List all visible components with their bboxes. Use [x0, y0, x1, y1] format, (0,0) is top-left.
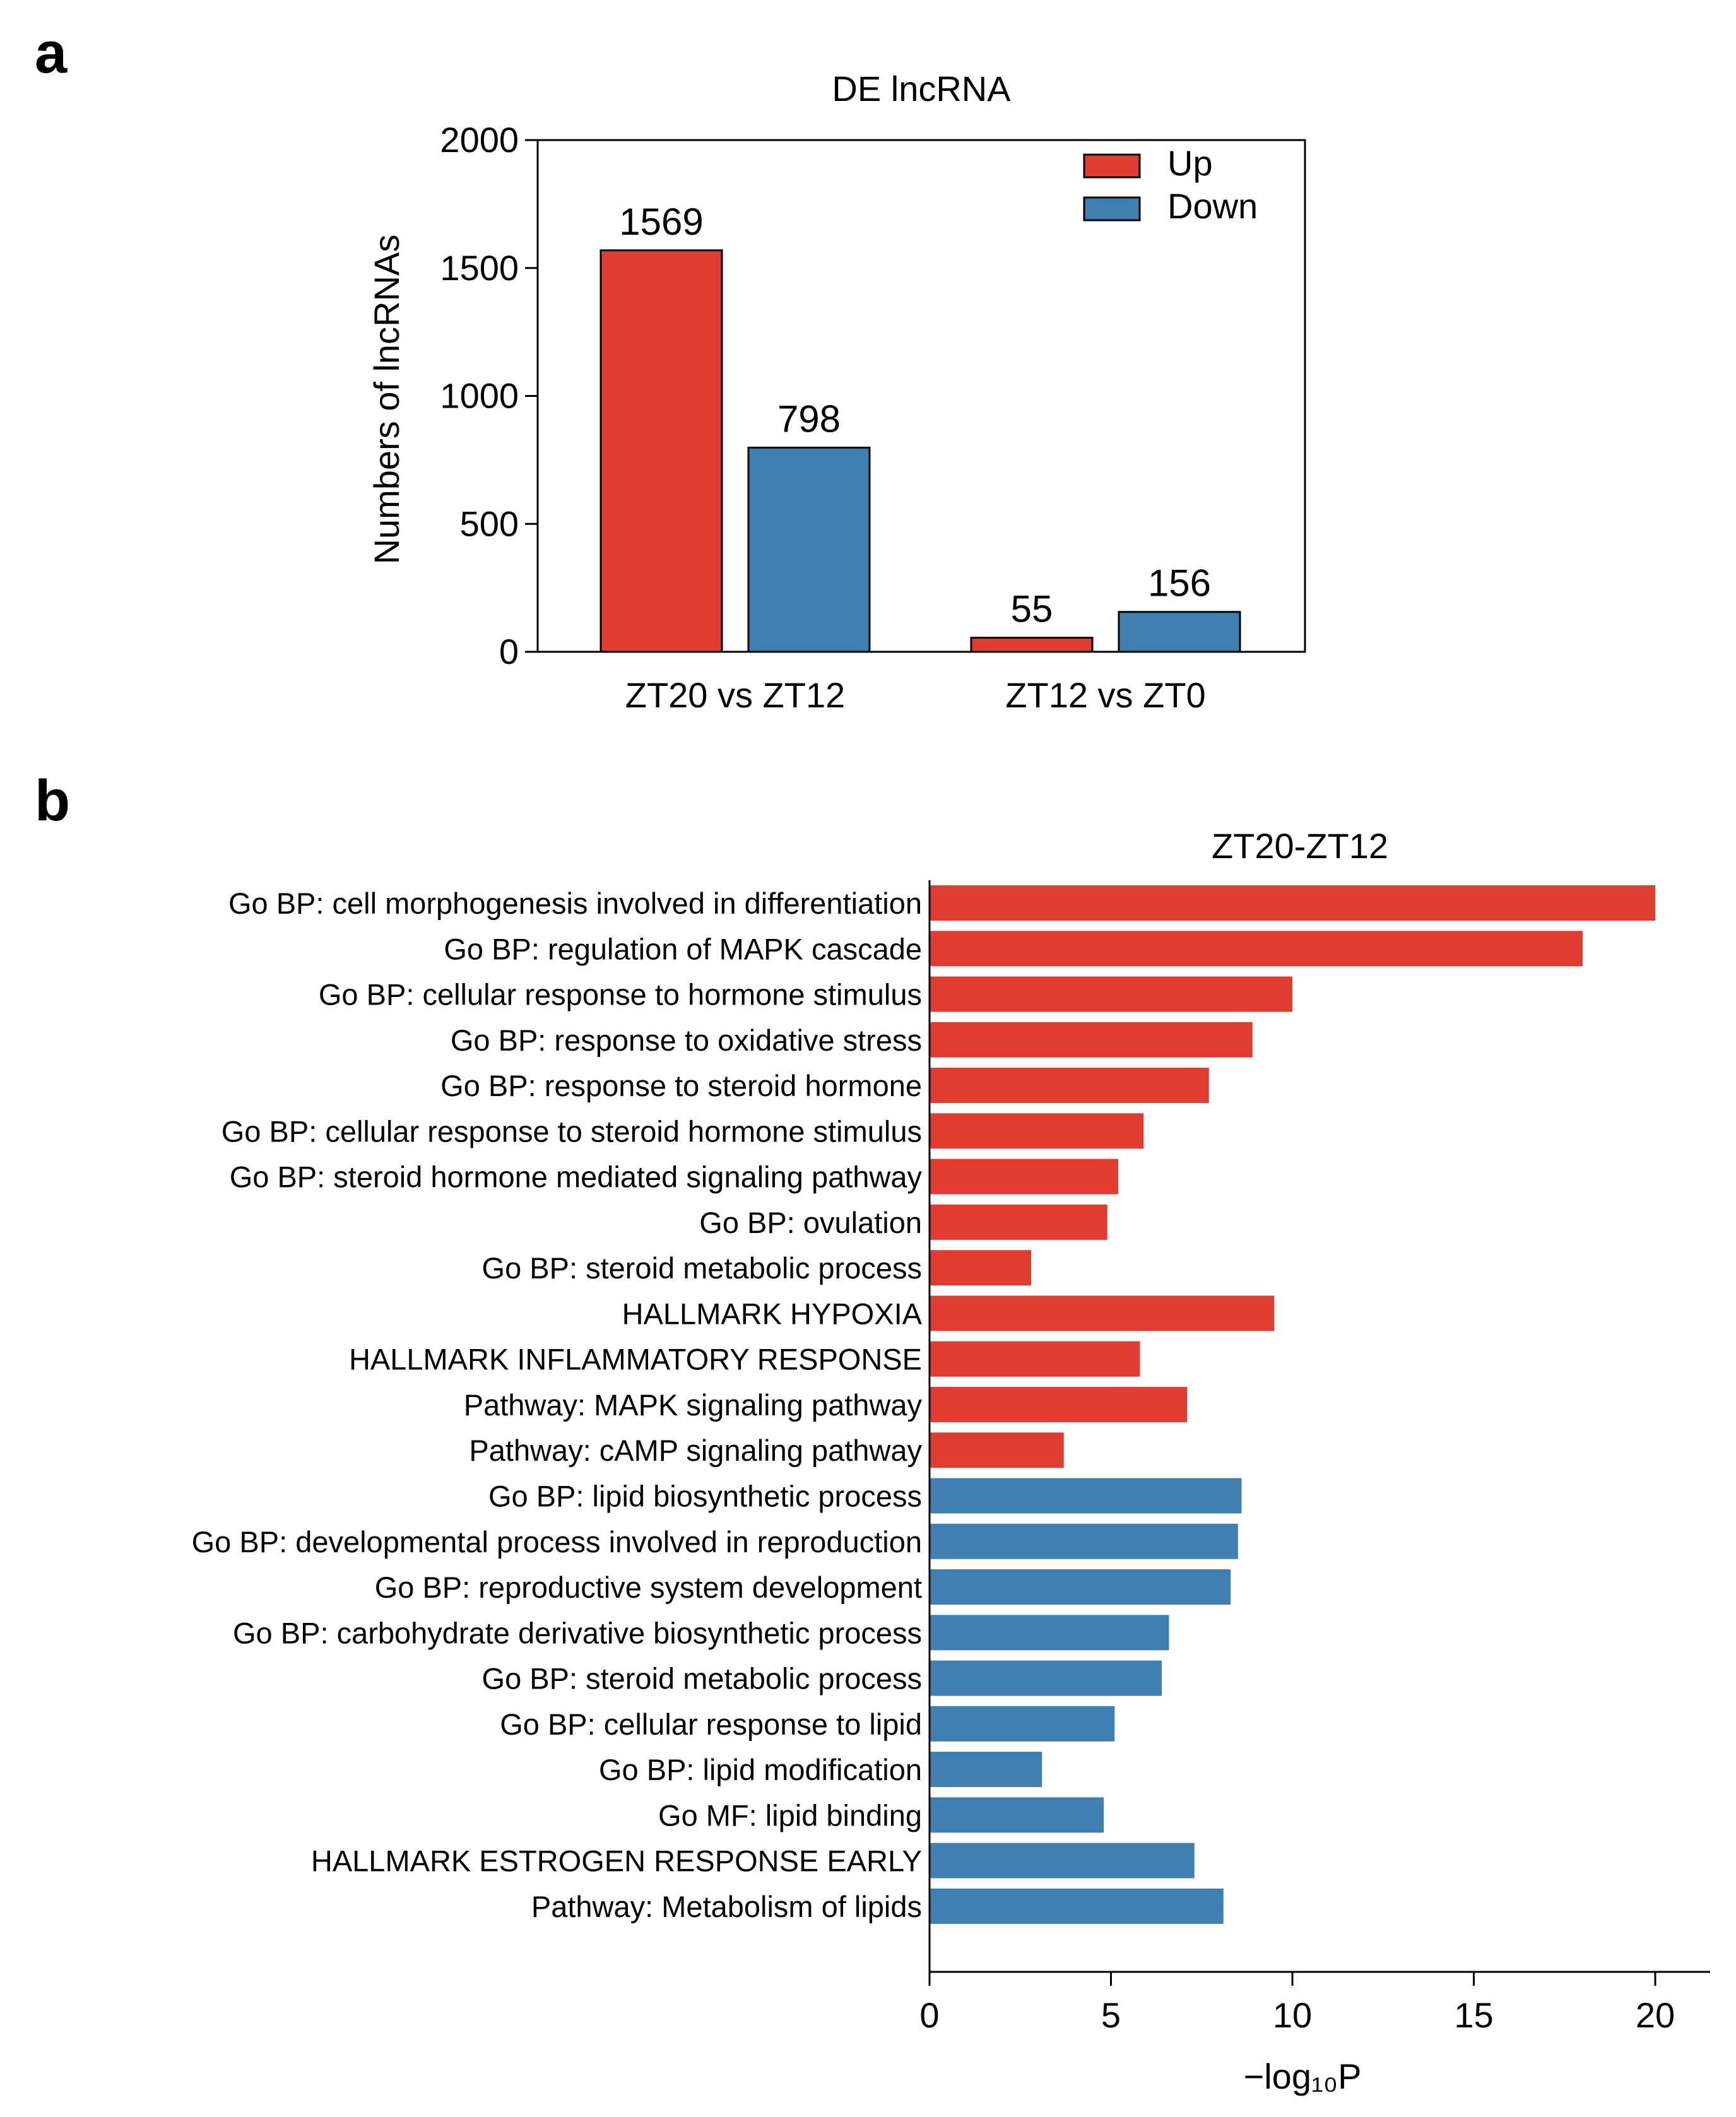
- term-bar-10: [930, 1295, 1275, 1331]
- term-bar-1: [930, 885, 1655, 921]
- term-bar-3: [930, 976, 1292, 1012]
- term-bar-4: [930, 1022, 1253, 1058]
- term-label: Go BP: regulation of MAPK cascade: [444, 932, 922, 965]
- term-bar-15: [930, 1523, 1238, 1559]
- term-bar-12: [930, 1386, 1188, 1422]
- chart-b-title: ZT20-ZT12: [1212, 826, 1388, 866]
- term-bar-9: [930, 1250, 1031, 1286]
- term-label: Go BP: lipid biosynthetic process: [488, 1480, 922, 1513]
- term-label: Pathway: Metabolism of lipids: [531, 1890, 922, 1923]
- term-label: Go BP: developmental process involved in…: [192, 1525, 922, 1559]
- y-tick-label: 2000: [440, 120, 519, 160]
- term-label: Go BP: cellular response to steroid horm…: [221, 1114, 922, 1148]
- term-label: HALLMARK ESTROGEN RESPONSE EARLY: [311, 1844, 922, 1878]
- y-tick-label: 500: [460, 504, 519, 543]
- term-bar-13: [930, 1432, 1064, 1468]
- term-label: Go BP: ovulation: [699, 1206, 922, 1239]
- term-label: Go BP: steroid metabolic process: [482, 1251, 922, 1285]
- x-tick-label: 5: [1101, 1995, 1121, 2035]
- bar-chart-de-lncrna: DE lncRNA Numbers of lncRNAs 0 500 1000 150…: [367, 69, 1306, 715]
- bar-value-label: 156: [1148, 562, 1211, 604]
- panel-b-letter: b: [35, 769, 70, 833]
- y-tick-label: 0: [499, 632, 519, 671]
- x-tick-label: 20: [1636, 1995, 1675, 2035]
- term-label: Go BP: response to steroid hormone: [440, 1069, 922, 1102]
- term-bar-6: [930, 1113, 1144, 1149]
- y-tick-label: 1000: [440, 376, 519, 416]
- legend-label-down: Down: [1167, 186, 1258, 226]
- term-bar-5: [930, 1068, 1209, 1104]
- term-bar-8: [930, 1204, 1107, 1240]
- x-category-label: ZT12 vs ZT0: [1005, 675, 1205, 715]
- term-label: Go BP: steroid hormone mediated signalin…: [230, 1160, 923, 1194]
- x-tick-label: 15: [1454, 1995, 1493, 2035]
- term-label: Go BP: cellular response to lipid: [500, 1707, 922, 1741]
- term-bar-16: [930, 1569, 1231, 1605]
- bar-down-1: [747, 446, 871, 653]
- term-bar-2: [930, 931, 1583, 967]
- term-bar-19: [930, 1706, 1115, 1742]
- panel-a-letter: a: [35, 21, 68, 85]
- legend-swatch-up: [1083, 153, 1141, 179]
- chart-a-title: DE lncRNA: [832, 69, 1011, 109]
- bar-value-label: 1569: [619, 201, 703, 243]
- y-tick-label: 1500: [440, 248, 519, 288]
- term-label: Go BP: cell morphogenesis involved in di…: [228, 887, 922, 920]
- term-label: Go BP: cellular response to hormone stim…: [319, 978, 922, 1011]
- enrichment-bar-chart: ZT20-ZT12 −log₁₀P Go BP: cell morphogene…: [192, 826, 1710, 2096]
- term-label: HALLMARK HYPOXIA: [622, 1297, 923, 1330]
- term-bar-22: [930, 1843, 1195, 1878]
- term-label: HALLMARK INFLAMMATORY RESPONSE: [349, 1343, 922, 1376]
- bar-up-2: [970, 637, 1094, 653]
- term-label: Pathway: MAPK signaling pathway: [464, 1388, 923, 1422]
- term-bar-18: [930, 1660, 1162, 1696]
- term-label: Go BP: lipid modification: [599, 1753, 922, 1786]
- bar-up-1: [599, 249, 723, 653]
- term-label: Go BP: steroid metabolic process: [482, 1662, 922, 1695]
- term-bar-7: [930, 1159, 1118, 1194]
- legend-swatch-down: [1083, 196, 1141, 221]
- term-label: Go MF: lipid binding: [658, 1798, 922, 1832]
- legend-label-up: Up: [1167, 143, 1213, 183]
- term-bar-20: [930, 1752, 1042, 1788]
- chart-a-y-axis-label: Numbers of lncRNAs: [367, 235, 406, 565]
- term-bar-17: [930, 1615, 1169, 1651]
- term-bar-23: [930, 1888, 1224, 1924]
- chart-b-x-axis-label: −log₁₀P: [1244, 2056, 1362, 2096]
- bar-value-label: 798: [777, 398, 841, 440]
- x-tick-label: 0: [919, 1995, 939, 2035]
- x-category-label: ZT20 vs ZT12: [625, 675, 846, 715]
- term-label: Go BP: reproductive system development: [375, 1571, 922, 1604]
- term-label: Pathway: cAMP signaling pathway: [469, 1434, 922, 1467]
- term-bar-21: [930, 1797, 1104, 1833]
- term-label: Go BP: carbohydrate derivative biosynthe…: [233, 1616, 922, 1649]
- term-bar-14: [930, 1478, 1242, 1514]
- x-tick-label: 10: [1273, 1995, 1312, 2035]
- bar-value-label: 55: [1011, 588, 1053, 630]
- bar-down-2: [1118, 611, 1241, 653]
- term-label: Go BP: response to oxidative stress: [451, 1023, 922, 1057]
- term-bar-11: [930, 1341, 1140, 1377]
